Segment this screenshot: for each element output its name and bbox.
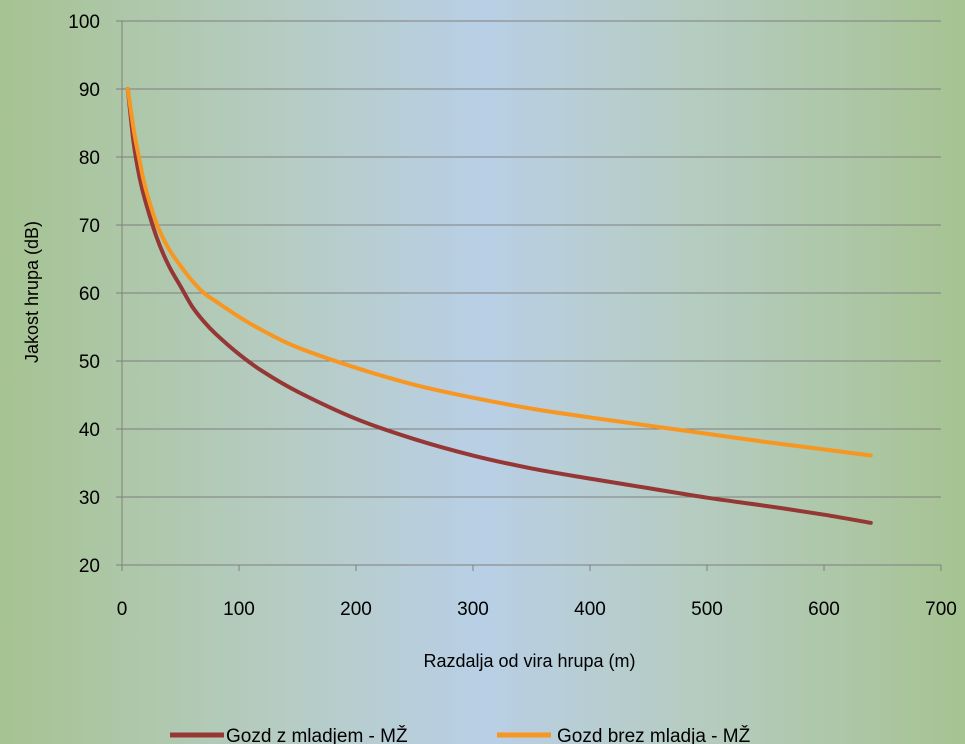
tick-labels: 20 30 40 50 60 70 80 90 100 0 100 200 300 400 500 600 70… [68,12,957,620]
x-tick-label: 400 [574,599,606,620]
y-axis-title: Jakost hrupa (dB) [22,221,42,363]
x-tick-label: 700 [925,599,957,620]
y-tick-label: 40 [79,420,100,441]
legend-label-2: Gozd brez mladja - MŽ [557,725,751,744]
series-lines [125,87,873,525]
x-tick-label: 600 [808,599,840,620]
y-tick-label: 30 [79,488,100,509]
x-tick-label: 200 [340,599,372,620]
x-tick-label: 500 [691,599,723,620]
gridlines [116,20,941,566]
series-line-1 [125,87,873,525]
x-tick-label: 300 [457,599,489,620]
y-tick-label: 100 [68,12,100,33]
y-tick-label: 70 [79,216,100,237]
legend-label-1: Gozd z mladjem - MŽ [226,725,408,744]
series-line-2 [125,87,873,458]
y-tick-label: 90 [79,80,100,101]
y-tick-label: 50 [79,352,100,373]
x-axis-title: Razdalja od vira hrupa (m) [423,651,635,671]
x-tick-label: 100 [223,599,255,620]
y-tick-label: 60 [79,284,100,305]
legend: Gozd z mladjem - MŽ Gozd brez mladja - MŽ [170,725,751,744]
x-tick-label: 0 [117,599,128,620]
y-tick-label: 20 [79,556,100,577]
axes [121,21,942,571]
y-tick-label: 80 [79,148,100,169]
